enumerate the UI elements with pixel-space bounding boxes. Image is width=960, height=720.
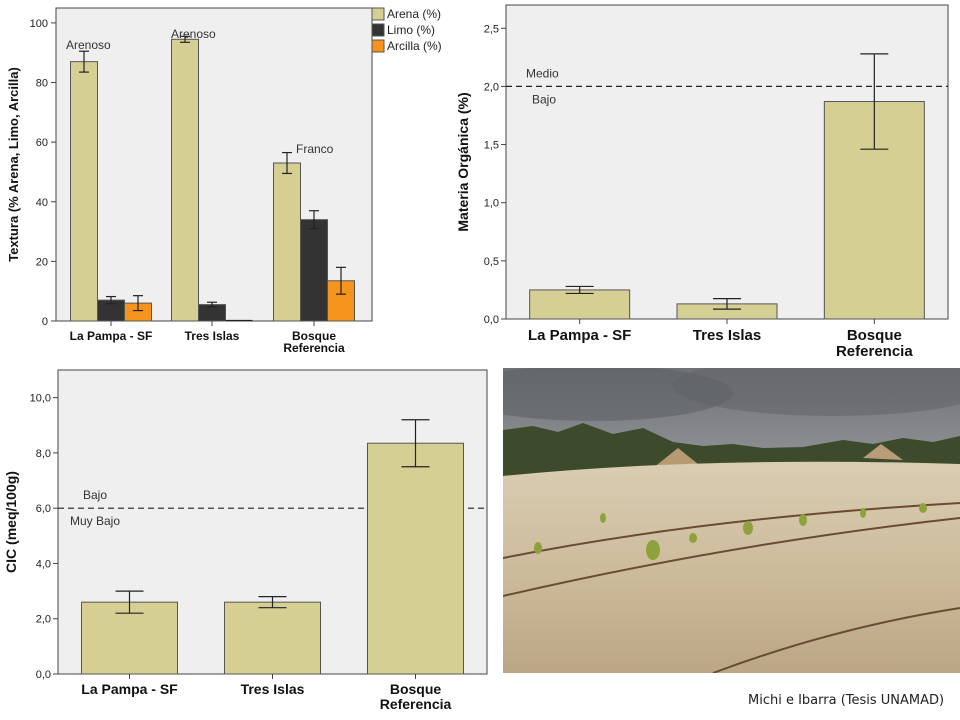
cic-category-label-2: Bosque: [390, 681, 442, 697]
texture-errorbar-2-0: [282, 151, 292, 175]
texture-errorbar-2-1: [309, 210, 319, 230]
texture-annotation-2: Franco: [296, 142, 334, 156]
texture-ytick-label-2: 40: [36, 197, 48, 209]
om-y-axis-title: Materia Orgánica (%): [455, 92, 471, 231]
cic-bar-2: [367, 442, 464, 675]
cic-errorbar-2: [401, 419, 430, 468]
om-ytick-label-3: 1,5: [484, 140, 499, 152]
texture-ytick-label-1: 20: [36, 256, 48, 268]
texture-category-label-2: Bosque: [292, 329, 336, 343]
om-errorbar-1: [713, 298, 741, 310]
texture-errorbar-2-2: [336, 266, 346, 295]
texture-legend-label-2: Arcilla (%): [387, 39, 442, 53]
cic-reference-label-above: Bajo: [83, 488, 107, 502]
cic-ytick-label-0: 0,0: [36, 669, 51, 681]
cic-ytick-label-3: 6,0: [36, 503, 51, 515]
texture-errorbar-1-0: [180, 35, 190, 43]
texture-chart-svg: 0 20 40 60 80 100 La Pampa - SF Tres Islas Bosqu…: [6, 7, 442, 355]
cic-errorbar-0: [115, 590, 144, 614]
om-svg: 0,0 0,5 1,0 1,5 2,0 2,5 Medio Bajo La Pampa - SF…: [455, 4, 949, 360]
om-ytick-label-5: 2,5: [484, 23, 499, 35]
texture-ytick-label-3: 60: [36, 137, 48, 149]
om-reference-label-above: Medio: [526, 66, 559, 80]
texture-ytick-label-5: 100: [30, 18, 48, 30]
texture-category-label-2-line2: Referencia: [283, 341, 345, 355]
cic-svg: 0,0 2,0 4,0 6,0 8,0 10,0 Bajo Muy Bajo La Pampa …: [3, 369, 488, 712]
texture-legend-swatch-1: [371, 23, 385, 37]
texture-chart: 0 20 40 60 80 100 La Pampa - SF Tres Islas Bosqu…: [0, 0, 490, 360]
texture-legend-swatch-2: [371, 39, 385, 53]
cic-category-label-1: Tres Islas: [241, 681, 305, 697]
om-errorbar-0: [565, 285, 594, 295]
organic-matter-chart: 0,0 0,5 1,0 1,5 2,0 2,5 Medio Bajo La Pampa - SF…: [450, 0, 960, 370]
texture-errorbar-0-1: [106, 295, 116, 305]
om-errorbar-2: [860, 53, 889, 150]
texture-legend-swatch-0: [371, 7, 385, 21]
texture-category-label-0: La Pampa - SF: [70, 329, 153, 343]
cic-chart: 0,0 2,0 4,0 6,0 8,0 10,0 Bajo Muy Bajo La Pampa …: [0, 360, 500, 720]
om-category-label-2-line2: Referencia: [836, 343, 913, 360]
texture-bar-1-0: [171, 38, 199, 322]
texture-errorbar-1-1: [207, 301, 217, 308]
om-category-label-1: Tres Islas: [693, 327, 761, 344]
om-category-label-2: Bosque: [847, 327, 902, 344]
cic-ytick-label-1: 2,0: [36, 614, 51, 626]
texture-bar-2-1: [300, 219, 328, 322]
cic-category-label-0: La Pampa - SF: [81, 681, 178, 697]
texture-bar-0-0: [70, 61, 98, 322]
texture-y-axis-title: Textura (% Arena, Limo, Arcilla): [6, 67, 21, 262]
texture-ytick-label-0: 0: [42, 316, 48, 328]
om-ytick-label-1: 0,5: [484, 256, 499, 268]
texture-errorbar-0-2: [133, 295, 143, 312]
texture-bar-2-0: [273, 162, 301, 322]
cic-bar-1: [224, 601, 321, 675]
cic-ytick-label-2: 4,0: [36, 558, 51, 570]
om-category-label-0: La Pampa - SF: [528, 327, 631, 344]
om-reference-label-below: Bajo: [532, 92, 556, 106]
cic-category-label-2-line2: Referencia: [380, 696, 452, 712]
cic-ytick-label-5: 10,0: [30, 393, 51, 405]
field-photo: [503, 368, 960, 673]
cic-errorbar-1: [258, 596, 287, 609]
texture-legend-label-1: Limo (%): [387, 23, 435, 37]
cic-ytick-label-4: 8,0: [36, 448, 51, 460]
om-ytick-label-2: 1,0: [484, 198, 499, 210]
cic-bar-0: [81, 601, 178, 675]
cic-y-axis-title: CIC (meq/100g): [3, 471, 19, 573]
om-bar-0: [529, 289, 631, 320]
texture-annotation-1: Arenoso: [171, 27, 216, 41]
texture-legend-label-0: Arena (%): [387, 7, 441, 21]
texture-ytick-label-4: 80: [36, 78, 48, 90]
om-ytick-label-0: 0,0: [484, 314, 499, 326]
texture-annotation-0: Arenoso: [66, 38, 111, 52]
texture-errorbar-0-0: [79, 50, 89, 73]
om-ytick-label-4: 2,0: [484, 81, 499, 93]
cic-reference-label-below: Muy Bajo: [70, 514, 120, 528]
photo-credit: Michi e Ibarra (Tesis UNAMAD): [748, 693, 945, 708]
field-photo-image: [503, 368, 960, 673]
texture-category-label-1: Tres Islas: [185, 329, 240, 343]
